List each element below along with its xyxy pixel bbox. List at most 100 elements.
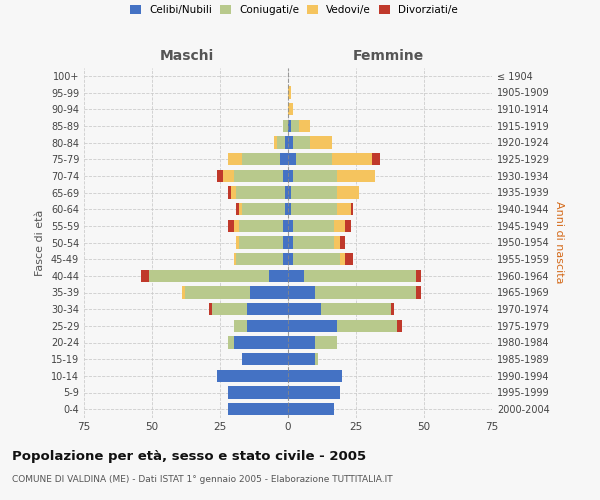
Bar <box>236 253 283 266</box>
Bar <box>334 236 340 248</box>
Bar <box>373 153 380 166</box>
Bar <box>228 386 288 399</box>
Bar <box>283 170 288 182</box>
Bar <box>283 253 288 266</box>
Bar <box>293 136 310 149</box>
Bar <box>397 320 402 332</box>
Bar <box>280 153 288 166</box>
Bar <box>288 253 293 266</box>
Bar <box>247 320 288 332</box>
Bar <box>293 220 334 232</box>
Bar <box>340 236 345 248</box>
Bar <box>285 203 288 215</box>
Bar <box>416 286 421 298</box>
Bar <box>288 403 334 415</box>
Bar <box>236 236 239 248</box>
Bar <box>288 136 293 149</box>
Bar <box>277 136 285 149</box>
Bar <box>233 170 283 182</box>
Bar <box>337 186 359 198</box>
Bar <box>182 286 185 298</box>
Bar <box>332 153 373 166</box>
Bar <box>228 336 233 349</box>
Bar <box>293 170 337 182</box>
Bar <box>239 203 242 215</box>
Bar <box>291 203 337 215</box>
Bar <box>228 403 288 415</box>
Bar <box>283 236 288 248</box>
Bar <box>242 203 285 215</box>
Text: Maschi: Maschi <box>160 48 214 62</box>
Bar <box>233 336 288 349</box>
Bar <box>288 103 293 116</box>
Bar <box>288 286 315 298</box>
Bar <box>228 220 233 232</box>
Bar <box>291 120 299 132</box>
Bar <box>283 120 288 132</box>
Bar <box>334 220 345 232</box>
Bar <box>350 203 353 215</box>
Bar <box>212 303 247 316</box>
Bar <box>296 153 332 166</box>
Bar <box>285 136 288 149</box>
Bar <box>242 153 280 166</box>
Bar <box>391 303 394 316</box>
Bar <box>233 253 236 266</box>
Bar <box>288 336 315 349</box>
Bar <box>299 120 310 132</box>
Bar <box>283 220 288 232</box>
Bar <box>247 303 288 316</box>
Bar <box>269 270 288 282</box>
Text: Popolazione per età, sesso e stato civile - 2005: Popolazione per età, sesso e stato civil… <box>12 450 366 463</box>
Bar <box>288 236 293 248</box>
Bar <box>228 186 231 198</box>
Bar <box>315 286 416 298</box>
Bar <box>288 170 293 182</box>
Bar <box>337 170 375 182</box>
Bar <box>288 153 296 166</box>
Bar <box>345 220 350 232</box>
Bar <box>288 203 291 215</box>
Bar <box>233 220 239 232</box>
Bar <box>233 320 247 332</box>
Bar <box>288 270 304 282</box>
Bar <box>288 320 337 332</box>
Bar <box>288 303 320 316</box>
Bar <box>239 220 283 232</box>
Bar <box>416 270 421 282</box>
Text: Femmine: Femmine <box>353 48 424 62</box>
Bar <box>231 186 236 198</box>
Bar <box>310 136 332 149</box>
Bar <box>288 386 340 399</box>
Bar <box>149 270 269 282</box>
Bar <box>236 203 239 215</box>
Bar <box>141 270 149 282</box>
Bar <box>236 186 285 198</box>
Bar <box>288 220 293 232</box>
Bar <box>209 303 212 316</box>
Bar <box>293 253 340 266</box>
Legend: Celibi/Nubili, Coniugati/e, Vedovi/e, Divorziati/e: Celibi/Nubili, Coniugati/e, Vedovi/e, Di… <box>130 5 458 15</box>
Bar <box>288 186 291 198</box>
Bar <box>228 153 242 166</box>
Bar <box>217 170 223 182</box>
Bar <box>345 253 353 266</box>
Bar <box>340 253 345 266</box>
Y-axis label: Fasce di età: Fasce di età <box>35 210 45 276</box>
Bar <box>250 286 288 298</box>
Bar <box>223 170 233 182</box>
Bar <box>293 236 334 248</box>
Bar <box>239 236 283 248</box>
Text: COMUNE DI VALDINA (ME) - Dati ISTAT 1° gennaio 2005 - Elaborazione TUTTITALIA.IT: COMUNE DI VALDINA (ME) - Dati ISTAT 1° g… <box>12 475 392 484</box>
Bar <box>288 86 291 99</box>
Bar <box>242 353 288 366</box>
Bar <box>288 120 291 132</box>
Bar <box>291 186 337 198</box>
Bar <box>337 320 397 332</box>
Bar <box>320 303 391 316</box>
Bar <box>288 370 343 382</box>
Bar <box>315 336 337 349</box>
Bar <box>288 353 315 366</box>
Bar <box>337 203 350 215</box>
Bar <box>217 370 288 382</box>
